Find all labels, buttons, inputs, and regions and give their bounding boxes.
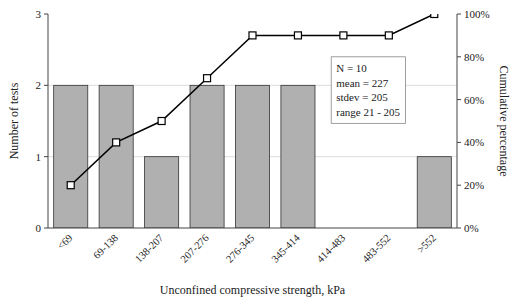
y2-tick-label: 60% bbox=[464, 94, 484, 106]
y2-tick bbox=[457, 142, 461, 143]
x-axis-line bbox=[48, 228, 457, 229]
x-tick-label: 414-483 bbox=[315, 232, 348, 265]
y2-tick bbox=[457, 228, 461, 229]
y2-axis-line bbox=[457, 14, 458, 228]
line-marker bbox=[249, 32, 256, 39]
bar bbox=[190, 85, 224, 228]
bar bbox=[417, 157, 451, 228]
y2-tick bbox=[457, 185, 461, 186]
line-marker bbox=[431, 14, 438, 18]
annotation: N = 10 mean = 227 stdev = 205 range 21 - 20… bbox=[331, 57, 405, 124]
bar bbox=[281, 85, 315, 228]
line-marker bbox=[385, 32, 392, 39]
x-tick-label: 207-276 bbox=[178, 232, 211, 265]
y2-tick-label: 100% bbox=[464, 8, 490, 20]
y2-tick bbox=[457, 99, 461, 100]
y-tick bbox=[44, 85, 48, 86]
line-marker bbox=[204, 75, 211, 82]
y-axis-line bbox=[48, 14, 49, 228]
y-tick bbox=[44, 228, 48, 229]
line-marker bbox=[113, 139, 120, 146]
line-marker bbox=[158, 118, 165, 125]
y2-tick-label: 20% bbox=[464, 179, 484, 191]
x-tick-label: 483-552 bbox=[360, 232, 393, 265]
line-marker bbox=[340, 32, 347, 39]
cumulative-line bbox=[71, 14, 435, 185]
bar bbox=[235, 85, 269, 228]
y2-tick-label: 40% bbox=[464, 136, 484, 148]
annotation-line: mean = 227 bbox=[336, 77, 389, 89]
x-tick-label: 138-207 bbox=[133, 232, 166, 265]
line-marker bbox=[294, 32, 301, 39]
x-tick-label: 345-414 bbox=[269, 232, 302, 265]
y-tick-label: 3 bbox=[36, 8, 42, 20]
y-tick bbox=[44, 156, 48, 157]
y2-tick bbox=[457, 56, 461, 57]
annotation-line: N = 10 bbox=[336, 62, 367, 74]
y-tick bbox=[44, 14, 48, 15]
annotation-text: N = 10 mean = 227 stdev = 205 range 21 - 20… bbox=[336, 62, 400, 119]
bar bbox=[99, 85, 133, 228]
x-tick-label: <69 bbox=[55, 232, 74, 251]
x-tick-label: >552 bbox=[415, 232, 438, 255]
x-tick-label: 276-345 bbox=[224, 232, 257, 265]
annotation-line: stdev = 205 bbox=[336, 92, 388, 104]
x-tick-label: 69-138 bbox=[91, 232, 120, 261]
y2-tick bbox=[457, 14, 461, 15]
y2-axis-label: Cumulative percentage bbox=[497, 66, 511, 177]
bar bbox=[54, 85, 88, 228]
y-tick-label: 2 bbox=[36, 79, 42, 91]
y-tick-label: 0 bbox=[36, 222, 42, 234]
annotation-box bbox=[331, 57, 405, 124]
chart: 0 1 2 3 0% 20% 40% 60% 80% 100% <69 69-138 138-207 20… bbox=[0, 0, 515, 300]
y2-tick-label: 80% bbox=[464, 51, 484, 63]
marks bbox=[54, 14, 452, 228]
line-marker bbox=[67, 182, 74, 189]
y-axis-label: Number of tests bbox=[7, 82, 21, 159]
x-axis-label: Unconfined compressive strength, kPa bbox=[160, 283, 346, 297]
annotation-line: range 21 - 205 bbox=[336, 106, 400, 118]
bar bbox=[145, 157, 179, 228]
y-tick-label: 1 bbox=[36, 151, 42, 163]
y2-tick-label: 0% bbox=[464, 222, 479, 234]
axes: 0 1 2 3 0% 20% 40% 60% 80% 100% <69 69-138 138-207 20… bbox=[36, 8, 490, 265]
